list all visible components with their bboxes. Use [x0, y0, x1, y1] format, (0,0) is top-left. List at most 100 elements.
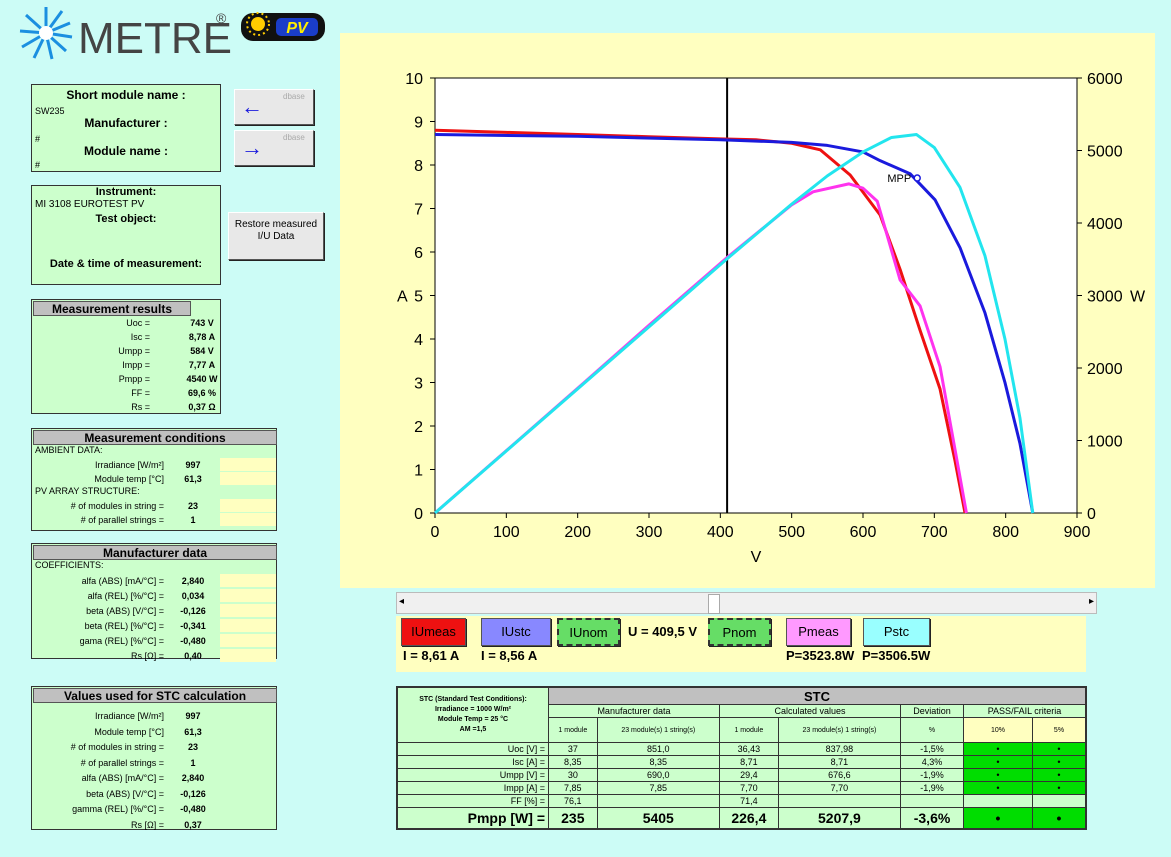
input-cell: [220, 589, 276, 602]
y-tick-label: 2: [414, 419, 423, 436]
row-label: gamma (REL) [%/°C] =: [72, 804, 164, 814]
scrollbar[interactable]: ◂ ▸: [396, 592, 1097, 614]
table-cell: 76,1: [548, 794, 598, 808]
table-cell: 7,85: [548, 781, 598, 795]
prev-button[interactable]: ← dbase: [234, 89, 314, 125]
table-cell: PASS/FAIL criteria: [962, 704, 1087, 718]
y-tick-label: 7: [414, 202, 423, 219]
x-tick-label: 100: [493, 524, 520, 541]
row-label: Rs =: [131, 402, 150, 412]
y-tick-label: 10: [405, 71, 423, 88]
y2-tick-label: 5000: [1087, 144, 1123, 161]
next-button[interactable]: → dbase: [234, 130, 314, 166]
table-cell: Impp [A] =: [396, 781, 549, 795]
row-label: beta (ABS) [V/°C] =: [86, 606, 164, 616]
table-cell: 8,35: [548, 755, 598, 769]
table-cell: [962, 794, 1033, 808]
series-line: [434, 133, 1035, 514]
scroll-thumb[interactable]: [708, 594, 720, 614]
row-value: -0,480: [180, 804, 206, 814]
panel-title: Manufacturer data: [33, 545, 277, 560]
y-tick-label: 9: [414, 115, 423, 132]
legend-button[interactable]: Pstc: [863, 618, 930, 646]
table-cell: •: [1031, 807, 1087, 830]
module-panel: Short module name : SW235 Manufacturer :…: [31, 84, 221, 172]
input-cell: [220, 619, 276, 632]
table-cell: Deviation: [900, 704, 964, 718]
row-value: -0,480: [180, 636, 206, 646]
table-cell: [596, 794, 720, 808]
table-cell: [777, 794, 902, 808]
corner-line: AM =1,5: [459, 726, 487, 733]
table-cell: 8,71: [777, 755, 902, 769]
instrument-panel: Instrument: MI 3108 EUROTEST PV Test obj…: [31, 185, 221, 285]
table-cell: •: [962, 742, 1033, 756]
row-label: Pmpp =: [118, 374, 150, 384]
annotation: MPP: [887, 173, 911, 185]
legend-button[interactable]: IUstc: [481, 618, 551, 646]
row-label: # of modules in string =: [70, 742, 164, 752]
row-value: -0,341: [180, 621, 206, 631]
table-row: Isc [A] = 8,35 8,35 8,71 8,71 4,3% • •: [396, 755, 1087, 769]
table-cell: •: [962, 807, 1033, 830]
table-cell: 235: [548, 807, 598, 830]
table-cell: [1031, 794, 1087, 808]
legend-button[interactable]: Pnom: [708, 618, 771, 646]
row-label: alfa (ABS) [mA/°C] =: [81, 576, 164, 586]
table-cell: Uoc [V] =: [396, 742, 549, 756]
table-row: STC (Standard Test Conditions): Irradianc…: [396, 686, 1087, 743]
row-label: Uoc =: [126, 318, 150, 328]
readout: P=3523.8W: [786, 648, 855, 663]
legend-button[interactable]: IUmeas: [401, 618, 466, 646]
row-label: alfa (REL) [%/°C] =: [87, 591, 164, 601]
table-cell: 5207,9: [777, 807, 902, 830]
x-tick-label: 500: [778, 524, 805, 541]
badge: PV: [286, 20, 309, 37]
y2-tick-label: 0: [1087, 506, 1096, 523]
row-label: Impp =: [122, 360, 150, 370]
row-value: -0,126: [180, 606, 206, 616]
table-cell: Isc [A] =: [396, 755, 549, 769]
table-cell: •: [1031, 781, 1087, 795]
table-cell: 851,0: [596, 742, 720, 756]
y-tick-label: 0: [414, 506, 423, 523]
input-cell: [220, 634, 276, 647]
table-cell: 8,35: [596, 755, 720, 769]
conditions-panel: Measurement conditions AMBIENT DATA: Irrad…: [31, 428, 277, 531]
section-label: PV ARRAY STRUCTURE:: [35, 486, 140, 496]
label: Module name :: [83, 144, 168, 158]
row-value: 0,37 Ω: [188, 402, 216, 412]
table-cell: Manufacturer data: [548, 704, 720, 718]
table-cell: 7,85: [596, 781, 720, 795]
restore-button[interactable]: Restore measured I/U Data: [228, 212, 324, 260]
scroll-left[interactable]: ◂: [399, 596, 405, 607]
table-row: Uoc [V] = 37 851,0 36,43 837,98 -1,5% • •: [396, 742, 1087, 756]
row-value: 997: [185, 460, 201, 470]
table-cell: FF [%] =: [396, 794, 549, 808]
y-tick-label: 8: [414, 158, 423, 175]
row-label: beta (ABS) [V/°C] =: [86, 788, 164, 799]
table-cell: •: [962, 755, 1033, 769]
table-row: Impp [A] = 7,85 7,85 7,70 7,70 -1,9% • •: [396, 781, 1087, 795]
row-label: Module temp [°C]: [94, 726, 164, 737]
corner-line: Irradiance = 1000 W/m²: [434, 706, 512, 713]
table-cell: •: [1031, 755, 1087, 769]
row-label: Rs [Ω] =: [131, 819, 164, 830]
legend-button[interactable]: Pmeas: [786, 618, 851, 646]
y2-tick-label: 2000: [1087, 361, 1123, 378]
legend-button[interactable]: IUnom: [557, 618, 620, 646]
y2-tick-label: 6000: [1087, 71, 1123, 88]
table-cell: 36,43: [718, 742, 779, 756]
row-value: 584 V: [190, 346, 214, 356]
stc-table: STC (Standard Test Conditions): Irradianc…: [396, 686, 1087, 830]
table-cell: 37: [548, 742, 598, 756]
table-row: Manufacturer data Calculated values Deviat…: [397, 704, 1087, 718]
input-cell: [220, 574, 276, 587]
input-cell: [220, 499, 276, 512]
scroll-right[interactable]: ▸: [1088, 596, 1094, 607]
row-value: 7,77 A: [188, 360, 216, 370]
y-tick-label: 1: [414, 463, 423, 480]
arrow: ←: [241, 94, 263, 119]
table-cell: -1,5%: [900, 742, 964, 756]
table-cell: 4,3%: [900, 755, 964, 769]
